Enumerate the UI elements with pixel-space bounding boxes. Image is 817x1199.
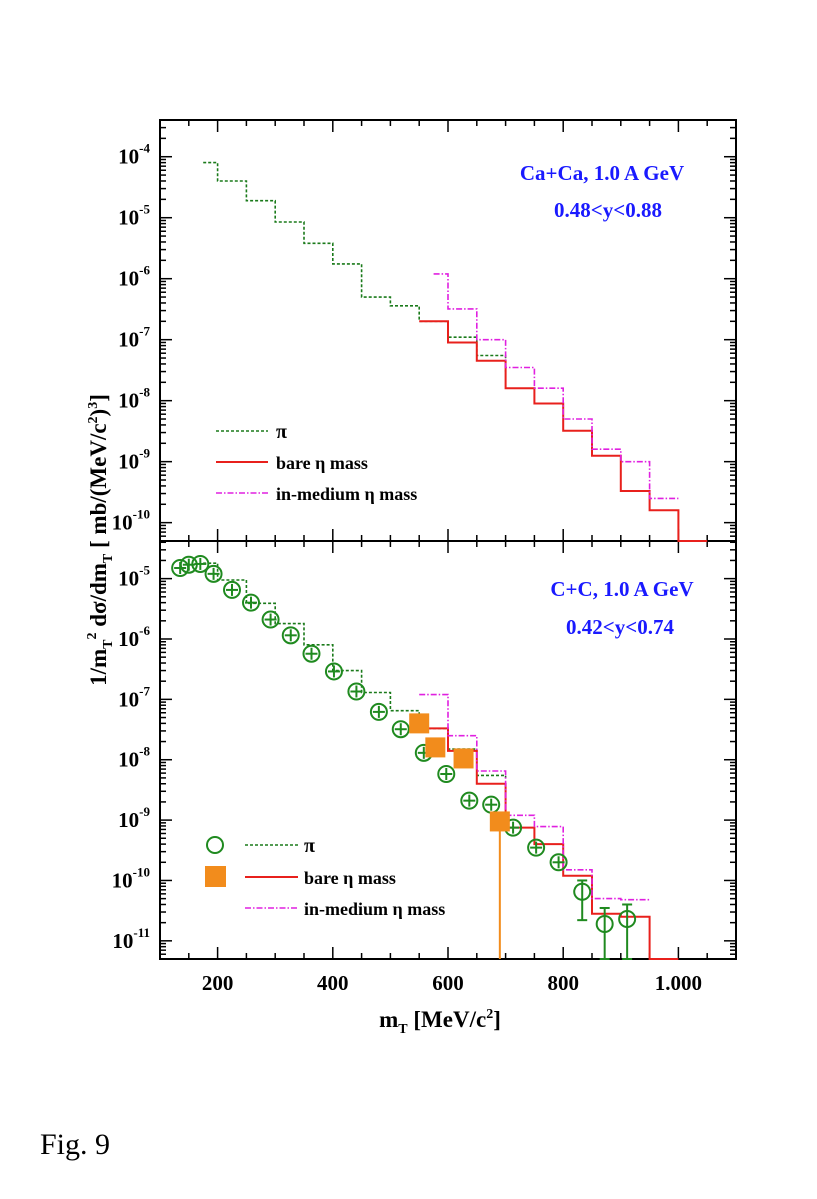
- pi-data-point: [460, 791, 479, 810]
- legend-label-bare: bare η mass: [276, 453, 368, 473]
- eta-data-point: [425, 737, 446, 758]
- y-tick-label: 10-8: [118, 385, 150, 413]
- y-axis-label: 1/mT2 dσ/dmT [ mb/(MeV/c2)3]: [85, 394, 116, 686]
- y-tick-label: 10-10: [112, 864, 150, 892]
- top-series-layer: [203, 161, 708, 542]
- y-tick-label: 10-11: [112, 925, 150, 953]
- y-tick-label: 10-7: [118, 324, 150, 352]
- y-tick-label: 10-7: [118, 683, 150, 711]
- pi-data-point: [482, 795, 501, 814]
- top-legend: π bare η mass in-medium η mass: [216, 421, 417, 504]
- legend-label-pi: π: [276, 421, 287, 443]
- eta-data-point: [453, 748, 474, 769]
- top-panel-title: Ca+Ca, 1.0 A GeV: [520, 161, 684, 185]
- x-tick-label: 1.000: [655, 971, 702, 995]
- pi-data-point: [281, 626, 300, 645]
- legend-label-bare-bottom: bare η mass: [304, 868, 396, 888]
- pi-data-point: [223, 580, 241, 599]
- pi-data-point: [324, 662, 343, 681]
- legend-label-pi-bottom: π: [304, 835, 315, 857]
- x-tick-label: 800: [547, 971, 579, 995]
- pi-data-point: [595, 915, 614, 934]
- pi-data-point: [437, 765, 456, 784]
- pi-data-point: [618, 909, 637, 928]
- top-y-axis: 10-4 10-5 10-6 10-7 10-8 10-9 10-10: [112, 119, 736, 541]
- x-axis-label: mT [MeV/c2]: [379, 1007, 501, 1037]
- eta-data-point: [409, 713, 430, 734]
- pi-data-point: [391, 720, 410, 739]
- bottom-panel-title: C+C, 1.0 A GeV: [550, 577, 693, 601]
- pi-data-point: [261, 610, 280, 629]
- pi-data-point: [191, 554, 210, 573]
- pi-data-point: [527, 838, 546, 857]
- pi-data-point: [573, 882, 592, 901]
- legend-label-medium-bottom: in-medium η mass: [304, 899, 445, 919]
- bottom-legend: π bare η mass in-medium η mass: [205, 835, 445, 919]
- x-axis: 200 400 600 800 1.000: [202, 971, 702, 995]
- pi-data-point: [369, 702, 388, 721]
- y-tick-label: 10-4: [118, 141, 150, 169]
- x-tick-label: 600: [432, 971, 464, 995]
- y-tick-label: 10-9: [118, 804, 150, 832]
- pi-data-point: [302, 644, 321, 663]
- y-tick-label: 10-8: [118, 744, 150, 772]
- y-tick-label: 10-6: [118, 263, 150, 291]
- top-panel-subtitle: 0.48<y<0.88: [554, 198, 662, 222]
- legend-marker-pi-data: [206, 836, 224, 854]
- legend-label-medium: in-medium η mass: [276, 484, 417, 504]
- y-tick-label: 10-10: [112, 507, 150, 535]
- y-tick-label: 10-6: [118, 623, 150, 651]
- x-tick-label: 400: [317, 971, 349, 995]
- pi-data-point: [204, 564, 223, 583]
- bottom-panel-subtitle: 0.42<y<0.74: [566, 615, 674, 639]
- y-tick-label: 10-9: [118, 446, 150, 474]
- y-tick-label: 10-5: [118, 563, 150, 591]
- eta-data-point: [489, 811, 510, 832]
- series-medium-bottom: [419, 693, 650, 901]
- legend-marker-eta-data: [205, 866, 226, 887]
- series-pi-top: [203, 161, 507, 372]
- y-tick-label: 10-5: [118, 202, 150, 230]
- x-tick-label: 200: [202, 971, 234, 995]
- bottom-series-layer: [171, 554, 679, 960]
- series-bare-top: [419, 320, 708, 542]
- pi-data-point: [549, 853, 568, 872]
- figure-caption: Fig. 9: [40, 1128, 111, 1161]
- pi-data-point: [347, 682, 366, 701]
- series-medium-top: [433, 273, 679, 500]
- pi-data-point: [242, 593, 261, 612]
